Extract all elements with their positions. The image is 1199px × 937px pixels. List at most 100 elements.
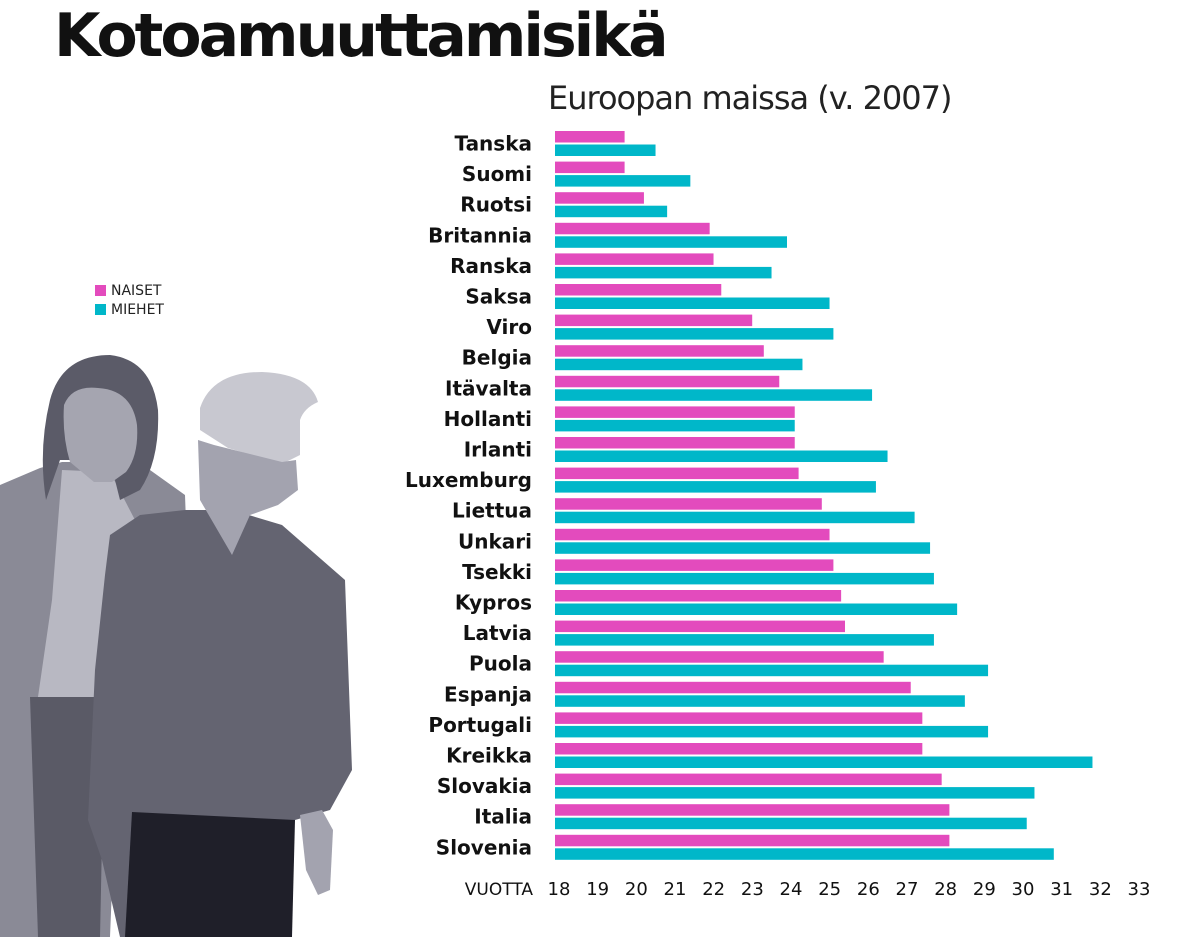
category-label-espanja: Espanja: [444, 682, 532, 706]
x-tick-label: 32: [1089, 879, 1112, 900]
x-tick-label: 19: [586, 879, 609, 900]
bar-miehet-belgia: [555, 358, 803, 371]
bars: [555, 131, 1093, 860]
bar-naiset-tanska: [555, 131, 625, 143]
x-tick-label: 21: [664, 879, 687, 900]
category-label-belgia: Belgia: [462, 346, 532, 370]
bar-naiset-unkari: [555, 528, 830, 541]
x-tick-label: 23: [741, 879, 764, 900]
x-tick-label: 29: [973, 879, 996, 900]
x-tick-label: 18: [548, 879, 571, 900]
bar-naiset-slovenia: [555, 834, 950, 847]
bar-miehet-saksa: [555, 297, 830, 309]
category-label-tanska: Tanska: [455, 132, 533, 156]
legend-swatch-miehet: [95, 304, 106, 315]
category-labels: Tanska Suomi Ruotsi Britannia Ranska Saksa Vir…: [405, 132, 532, 860]
category-label-saksa: Saksa: [465, 285, 532, 309]
category-label-ranska: Ranska: [450, 254, 532, 278]
x-tick-label: 24: [780, 879, 803, 900]
category-label-irlanti: Irlanti: [464, 438, 532, 462]
bar-miehet-viro: [555, 328, 834, 340]
bar-naiset-ruotsi: [555, 192, 644, 204]
category-label-ruotsi: Ruotsi: [460, 193, 532, 217]
bar-naiset-luxemburg: [555, 467, 799, 480]
category-label-hollanti: Hollanti: [444, 407, 532, 431]
bar-naiset-belgia: [555, 345, 764, 357]
bar-miehet-latvia: [555, 634, 934, 646]
x-tick-label: 27: [896, 879, 919, 900]
bar-miehet-britannia: [555, 236, 787, 248]
category-label-latvia: Latvia: [463, 621, 532, 645]
x-tick-label: 30: [1012, 879, 1035, 900]
category-label-britannia: Britannia: [428, 223, 532, 247]
bar-miehet-puola: [555, 664, 989, 677]
bar-miehet-liettua: [555, 511, 915, 524]
legend-item-miehet: MIEHET: [95, 300, 164, 319]
legend-swatch-naiset: [95, 285, 106, 296]
bar-naiset-liettua: [555, 498, 822, 510]
legend-label-miehet: MIEHET: [111, 301, 164, 318]
bar-miehet-itavalta: [555, 389, 873, 401]
category-label-liettua: Liettua: [452, 499, 532, 523]
category-label-italia: Italia: [474, 805, 532, 829]
bar-miehet-hollanti: [555, 419, 795, 432]
bar-naiset-ranska: [555, 253, 714, 265]
category-label-kypros: Kypros: [455, 591, 532, 615]
bar-naiset-espanja: [555, 681, 911, 694]
bar-naiset-tsekki: [555, 559, 834, 571]
bar-miehet-tsekki: [555, 572, 934, 585]
bar-miehet-suomi: [555, 175, 691, 187]
bar-naiset-kreikka: [555, 743, 923, 755]
category-label-puola: Puola: [469, 652, 532, 676]
chart-title: Kotoamuuttamisikä: [54, 1, 669, 71]
x-axis: VUOTTA 18 19 20 21 22 23 24 25 26 27 28 29 30 31 32 33: [465, 879, 1151, 900]
category-label-tsekki: Tsekki: [462, 560, 532, 584]
category-label-viro: Viro: [486, 315, 532, 339]
bar-miehet-ruotsi: [555, 205, 668, 218]
bar-miehet-kreikka: [555, 756, 1093, 768]
bar-miehet-tanska: [555, 144, 656, 156]
bar-naiset-irlanti: [555, 437, 795, 449]
category-label-unkari: Unkari: [458, 529, 532, 553]
bar-miehet-luxemburg: [555, 481, 876, 493]
bar-naiset-suomi: [555, 161, 625, 174]
x-axis-label: VUOTTA: [465, 880, 534, 900]
bar-naiset-kypros: [555, 590, 842, 602]
category-label-slovenia: Slovenia: [436, 835, 532, 859]
category-label-slovakia: Slovakia: [437, 774, 532, 798]
x-tick-label: 33: [1128, 879, 1151, 900]
x-tick-label: 25: [818, 879, 841, 900]
category-label-suomi: Suomi: [462, 162, 532, 186]
bar-miehet-espanja: [555, 695, 965, 707]
category-label-itavalta: Itävalta: [445, 376, 532, 400]
bar-miehet-ranska: [555, 266, 772, 279]
bar-naiset-viro: [555, 314, 753, 327]
bar-miehet-portugali: [555, 725, 989, 738]
category-label-kreikka: Kreikka: [446, 744, 532, 768]
bar-miehet-slovakia: [555, 787, 1035, 799]
legend-label-naiset: NAISET: [111, 282, 162, 299]
category-label-portugali: Portugali: [428, 713, 532, 737]
bar-miehet-irlanti: [555, 450, 888, 462]
bar-naiset-puola: [555, 651, 884, 663]
x-tick-label: 20: [625, 879, 648, 900]
bar-miehet-unkari: [555, 542, 931, 554]
legend-item-naiset: NAISET: [95, 281, 164, 300]
bar-naiset-italia: [555, 804, 950, 816]
bar-naiset-saksa: [555, 284, 722, 296]
bar-naiset-slovakia: [555, 773, 942, 786]
people-illustration: [0, 355, 352, 937]
bar-miehet-kypros: [555, 603, 958, 615]
legend: NAISET MIEHET: [95, 281, 164, 319]
bar-naiset-portugali: [555, 712, 923, 724]
x-tick-label: 31: [1050, 879, 1073, 900]
bar-naiset-britannia: [555, 222, 710, 235]
x-tick-label: 22: [702, 879, 725, 900]
bar-miehet-italia: [555, 817, 1027, 830]
bar-miehet-slovenia: [555, 848, 1054, 860]
bar-naiset-itavalta: [555, 375, 780, 388]
bar-naiset-latvia: [555, 620, 845, 633]
category-label-luxemburg: Luxemburg: [405, 468, 532, 492]
x-tick-label: 28: [934, 879, 957, 900]
